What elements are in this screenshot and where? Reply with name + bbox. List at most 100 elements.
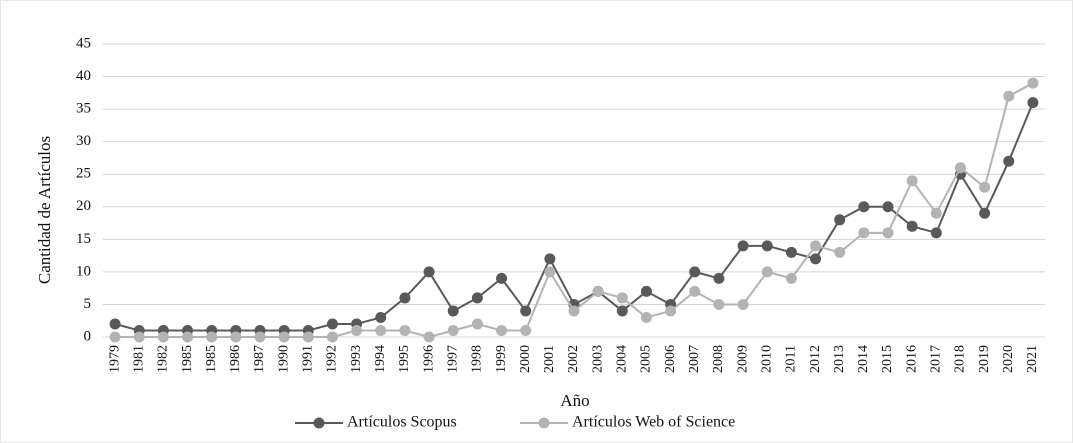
data-point [206, 331, 218, 343]
data-point [351, 324, 363, 336]
x-tick-label: 1979 [107, 345, 122, 373]
x-tick-label: 2014 [856, 345, 871, 373]
legend-label: Artículos Web of Science [572, 414, 735, 431]
x-tick-label: 2021 [1025, 345, 1040, 373]
data-point [326, 318, 338, 330]
data-point [930, 207, 942, 219]
data-point [640, 285, 652, 297]
x-tick-label: 1985 [180, 345, 195, 373]
data-point [858, 201, 870, 213]
x-tick-label: 1987 [252, 345, 267, 373]
x-tick-label: 2009 [735, 345, 750, 373]
data-point [834, 246, 846, 258]
data-point [133, 331, 145, 343]
x-tick-label: 2012 [808, 345, 823, 373]
y-tick-label: 25 [76, 166, 91, 182]
x-axis-label: Año [560, 391, 589, 410]
data-point [399, 324, 411, 336]
data-point [520, 324, 532, 336]
data-point [858, 227, 870, 239]
data-point [182, 331, 194, 343]
x-tick-label: 1986 [228, 345, 243, 373]
data-point [375, 311, 387, 323]
legend-item: Artículos Web of Science [520, 414, 735, 431]
x-tick-label: 2000 [518, 345, 533, 373]
data-point [496, 272, 508, 284]
data-point [1003, 90, 1015, 102]
data-point [399, 292, 411, 304]
y-tick-label: 20 [76, 198, 91, 214]
data-point [544, 253, 556, 265]
data-point [568, 305, 580, 317]
x-tick-label: 2018 [953, 345, 968, 373]
x-tick-label: 2015 [880, 345, 895, 373]
data-point [785, 272, 797, 284]
x-tick-label: 2011 [784, 345, 799, 372]
x-tick-label: 2017 [929, 345, 944, 373]
data-point [375, 324, 387, 336]
y-tick-label: 5 [84, 296, 92, 312]
y-tick-label: 45 [76, 35, 91, 51]
data-point [447, 324, 459, 336]
data-point [930, 227, 942, 239]
y-axis-label: Cantidad de Artículos [35, 136, 54, 284]
data-point [616, 305, 628, 317]
data-point [689, 285, 701, 297]
data-point [737, 240, 749, 252]
x-tick-label: 2013 [832, 345, 847, 373]
data-point [471, 292, 483, 304]
x-tick-label: 1993 [349, 345, 364, 373]
data-point [906, 175, 918, 187]
legend-marker [538, 417, 550, 429]
data-point [544, 266, 556, 278]
data-point [109, 331, 121, 343]
x-tick-label: 1992 [325, 345, 340, 373]
x-tick-label: 1995 [397, 345, 412, 373]
data-point [423, 331, 435, 343]
data-point [471, 318, 483, 330]
x-tick-label: 2002 [566, 345, 581, 373]
data-point [592, 285, 604, 297]
data-point [520, 305, 532, 317]
x-tick-label: 1998 [470, 345, 485, 373]
y-tick-label: 40 [76, 68, 91, 84]
x-tick-label: 1991 [301, 345, 316, 373]
x-tick-label: 1990 [276, 345, 291, 373]
data-point [713, 298, 725, 310]
data-point [979, 207, 991, 219]
x-tick-label: 1996 [421, 345, 436, 373]
data-point [882, 227, 894, 239]
x-tick-label: 1981 [131, 345, 146, 373]
data-point [496, 324, 508, 336]
x-tick-label: 2005 [639, 345, 654, 373]
data-point [1003, 155, 1015, 167]
y-tick-label: 30 [76, 133, 91, 149]
legend-label: Artículos Scopus [347, 414, 457, 431]
data-point [810, 253, 822, 265]
x-tick-label: 2003 [590, 345, 605, 373]
data-point [109, 318, 121, 330]
x-tick-label: 1982 [156, 345, 171, 373]
data-point [761, 240, 773, 252]
x-tick-label: 1985 [204, 345, 219, 373]
data-point [906, 220, 918, 232]
data-point [834, 214, 846, 226]
x-tick-label: 2019 [977, 345, 992, 373]
data-point [785, 246, 797, 258]
x-tick-label: 2006 [663, 345, 678, 373]
x-tick-label: 2016 [904, 345, 919, 373]
data-point [882, 201, 894, 213]
x-tick-label: 2007 [687, 345, 702, 373]
data-point [278, 331, 290, 343]
x-tick-label: 1999 [494, 345, 509, 373]
data-point [423, 266, 435, 278]
data-point [157, 331, 169, 343]
data-point [737, 298, 749, 310]
data-point [616, 292, 628, 304]
y-tick-label: 10 [76, 263, 91, 279]
y-tick-label: 0 [84, 328, 92, 344]
y-tick-label: 15 [76, 231, 91, 247]
data-point [689, 266, 701, 278]
x-tick-label: 1997 [445, 345, 460, 373]
